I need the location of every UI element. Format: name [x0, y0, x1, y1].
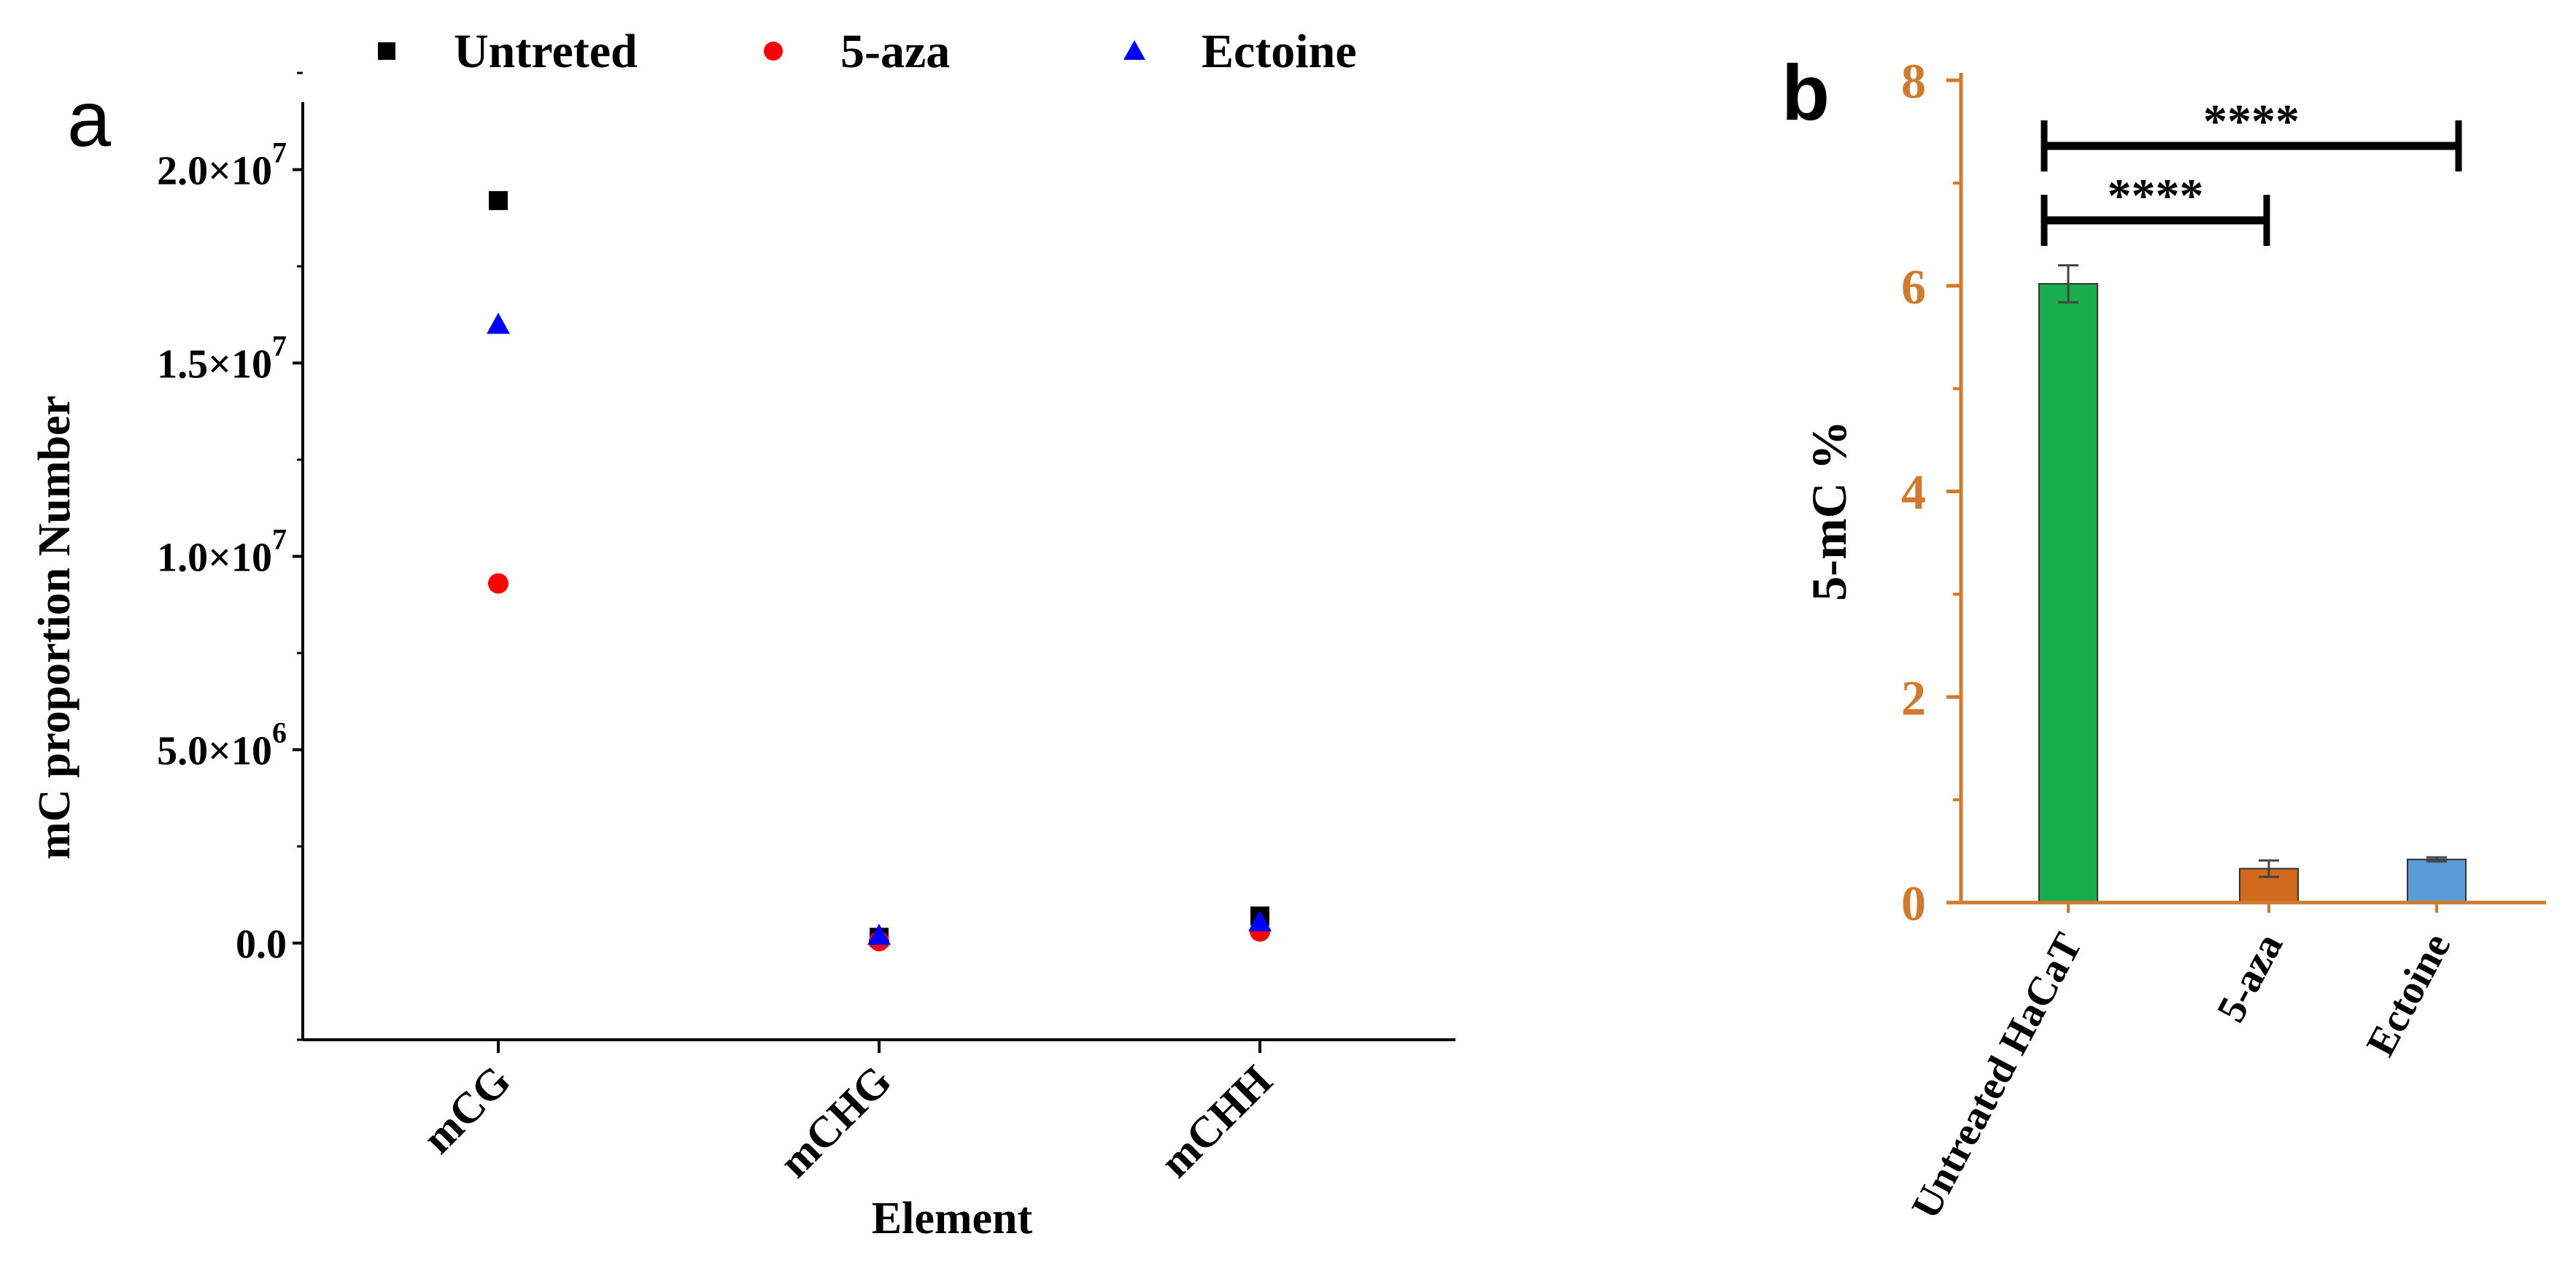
legend-marker-5-aza: [764, 42, 783, 61]
legend-marker-untreted: [378, 42, 395, 60]
x-tick-label-mchh: mCHH: [1151, 1057, 1282, 1187]
bar-ectoine: [2407, 858, 2467, 904]
x-axis-label: Element: [872, 1194, 1033, 1243]
x-tick-label-untreated-hacat: Untreated HaCaT: [1903, 926, 2091, 1226]
legend-label-5-aza: 5-aza: [840, 25, 950, 78]
point-ectoine-mchh: [1248, 910, 1272, 932]
panel-b-letter: b: [1782, 48, 1830, 136]
legend-label-ectoine: Ectoine: [1202, 25, 1357, 78]
point-ectoine-mchg: [867, 923, 891, 945]
point-ectoine-mcg: [487, 312, 510, 334]
y-tick-label: 0: [1901, 876, 1926, 931]
y-axis-label: mC proportion Number: [30, 395, 80, 860]
y-tick-label: 2.0×107: [157, 136, 287, 194]
x-tick-label-mcg: mCG: [414, 1057, 520, 1163]
y-tick-label: 1.0×107: [157, 523, 287, 581]
significance-label: ****: [2203, 95, 2300, 148]
x-tick-label-ectoine: Ectoine: [2358, 926, 2459, 1063]
y-tick-label: 4: [1901, 465, 1926, 520]
panel-a-letter: a: [67, 74, 112, 163]
x-axis-ticks: mCG mCHG mCHH: [414, 1040, 1282, 1187]
y-axis-ticks: 0 2 4 6 8: [1901, 53, 1961, 931]
y-tick-label: 2: [1901, 670, 1926, 725]
significance-label: ****: [2108, 169, 2204, 223]
y-tick-label: 1.5×107: [157, 330, 287, 387]
scatter-chart-panel-a: Untreted 5-aza Ectoine 0.0 5.0×106 1.0×107 1.…: [30, 25, 1455, 1243]
y-axis-label: 5-mC %: [1801, 420, 1857, 601]
data-points: [487, 190, 1272, 951]
y-tick-label: 8: [1901, 53, 1926, 109]
bars: [2038, 264, 2467, 904]
x-axis-ticks: Untreated HaCaT 5-aza Ectoine: [1903, 903, 2459, 1226]
bar-untreated-hacat: [2038, 282, 2098, 903]
y-axis-ticks: 0.0 5.0×106 1.0×107 1.5×107 2.0×107: [157, 72, 303, 1041]
x-tick-label-5-aza: 5-aza: [2208, 926, 2292, 1030]
y-tick-label: 0.0: [236, 922, 287, 968]
point-untreted-mcg: [489, 190, 508, 210]
legend-marker-ectoine: [1123, 40, 1145, 60]
point-5-aza-mcg: [488, 573, 508, 594]
y-tick-label: 6: [1901, 259, 1926, 314]
significance-brackets: **** ****: [2041, 95, 2462, 246]
legend: Untreted 5-aza Ectoine: [378, 25, 1357, 78]
y-tick-label: 5.0×106: [157, 717, 287, 774]
legend-label-untreted: Untreted: [454, 25, 638, 78]
x-tick-label-mchg: mCHG: [770, 1057, 901, 1187]
